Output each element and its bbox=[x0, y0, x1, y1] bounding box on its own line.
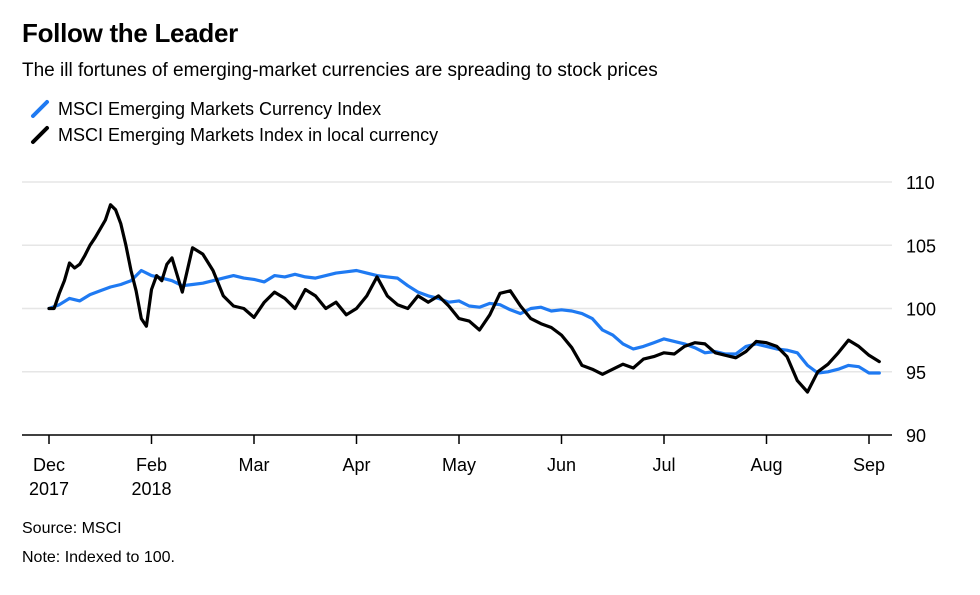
legend-swatch-currency bbox=[30, 99, 50, 119]
x-tick-label-year-0: 2017 bbox=[29, 479, 69, 499]
legend-item-currency: MSCI Emerging Markets Currency Index bbox=[30, 96, 438, 122]
x-tick-label-4: May bbox=[442, 455, 476, 475]
x-tick-label-5: Jun bbox=[547, 455, 576, 475]
x-tick-label-1: Feb bbox=[136, 455, 167, 475]
x-tick-label-0: Dec bbox=[33, 455, 65, 475]
y-tick-label-95: 95 bbox=[906, 363, 926, 383]
x-tick-label-7: Aug bbox=[750, 455, 782, 475]
y-tick-label-110: 110 bbox=[906, 173, 935, 193]
y-tick-label-100: 100 bbox=[906, 300, 936, 320]
series-line-currency-index bbox=[47, 268, 881, 375]
x-tick-label-6: Jul bbox=[652, 455, 675, 475]
legend-swatch-local bbox=[30, 125, 50, 145]
x-tick-label-8: Sep bbox=[853, 455, 885, 475]
x-tick-label-3: Apr bbox=[342, 455, 370, 475]
line-chart: 90 95 100 105 110 Dec 2017 Feb 2018 Mar Apr May Jun J… bbox=[22, 173, 936, 499]
note-text: Note: Indexed to 100. bbox=[22, 549, 175, 566]
x-tick-label-2: Mar bbox=[239, 455, 270, 475]
series-line-local-currency-index bbox=[47, 203, 881, 394]
chart-title: Follow the Leader bbox=[22, 18, 238, 48]
legend-item-local: MSCI Emerging Markets Index in local cur… bbox=[30, 122, 438, 148]
legend-label-currency: MSCI Emerging Markets Currency Index bbox=[58, 98, 382, 119]
x-tick-label-year-1: 2018 bbox=[131, 479, 171, 499]
legend-label-local: MSCI Emerging Markets Index in local cur… bbox=[58, 124, 439, 145]
y-tick-label-105: 105 bbox=[906, 236, 936, 256]
y-tick-label-90: 90 bbox=[906, 426, 926, 446]
legend: MSCI Emerging Markets Currency Index MSC… bbox=[30, 96, 438, 148]
chart-subtitle: The ill fortunes of emerging-market curr… bbox=[22, 60, 658, 81]
source-text: Source: MSCI bbox=[22, 520, 122, 537]
